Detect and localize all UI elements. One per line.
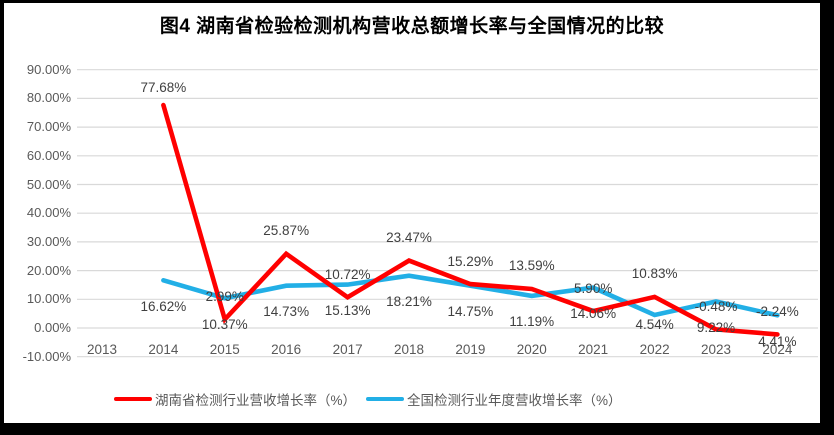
chart-title: 图4 湖南省检验检测机构营收总额增长率与全国情况的比较 [159,16,665,37]
x-axis-year-label: 2023 [700,342,732,357]
x-axis-year-label: 2014 [148,342,179,357]
data-label-hunan-2023: -0.48% [694,298,738,314]
data-label-hunan-2016: 25.87% [263,223,310,239]
legend-label-national: 全国检测行业年度营收增长率（%） [407,393,622,408]
data-label-hunan-2019: 15.29% [447,253,494,269]
y-axis-tick-label: 0.00% [34,320,71,335]
x-axis-year-label: 2016 [271,342,302,357]
y-axis-tick-label: 10.00% [26,291,71,307]
y-axis-tick-label: 30.00% [26,233,71,249]
national-series-swatch [366,396,405,402]
data-label-national-2023: 9.22% [696,320,736,336]
y-axis-tick-label: 20.00% [26,262,71,278]
x-axis-year-label: 2018 [393,342,425,357]
legend-item-national: 全国检测行业年度营收增长率（%） [366,389,622,409]
data-label-national-2017: 15.13% [324,303,371,319]
x-axis-year-label: 2024 [762,342,793,357]
data-label-national-2016: 14.73% [263,304,310,320]
data-label-national-2018: 18.21% [386,294,432,310]
x-axis-year-label: 2019 [455,342,486,357]
data-label-national-2014: 16.62% [140,298,187,314]
data-label-national-2020: 11.19% [509,314,555,330]
x-axis-year-label: 2015 [209,342,240,357]
data-label-hunan-2018: 23.47% [386,230,432,246]
x-axis-year-label: 2017 [332,342,363,357]
data-label-hunan-2021: 5.90% [574,280,613,296]
data-label-national-2024: 4.41% [758,333,797,349]
legend-item-hunan: 湖南省检测行业营收增长率（%） [114,389,356,409]
data-label-national-2021: 14.06% [570,306,617,322]
y-axis-tick-label: 70.00% [26,119,71,135]
y-axis-tick-label: 40.00% [26,205,71,221]
y-axis-tick-label: 60.00% [26,147,71,163]
y-axis-tick-label: 80.00% [26,90,71,106]
data-label-national-2019: 14.75% [447,304,494,320]
data-label-hunan-2015: 2.99% [205,288,244,304]
y-axis-tick-label: 90.00% [26,61,71,77]
data-label-hunan-2020: 13.59% [508,258,555,274]
data-label-national-2015: 10.37% [201,316,248,332]
hunan-series-line [161,102,780,337]
data-label-national-2022: 4.54% [635,317,674,333]
legend: 湖南省检测行业营收增长率（%） 全国检测行业年度营收增长率（%） [114,390,622,408]
x-axis-year-label: 2020 [516,342,547,357]
data-label-hunan-2017: 10.72% [324,266,371,282]
data-label-hunan-2014: 77.68% [140,79,187,95]
data-label-hunan-2022: 10.83% [631,266,678,282]
x-axis-year-label: 2013 [86,342,118,357]
y-axis-tick-label: -10.00% [22,348,71,364]
x-axis-year-label: 2022 [639,342,670,357]
legend-label-hunan: 湖南省检测行业营收增长率（%） [155,393,357,408]
x-axis-year-label: 2021 [578,342,609,357]
y-axis-tick-label: 50.00% [26,176,71,192]
hunan-series-swatch [114,396,152,402]
data-label-hunan-2024: -2.24% [756,303,799,319]
